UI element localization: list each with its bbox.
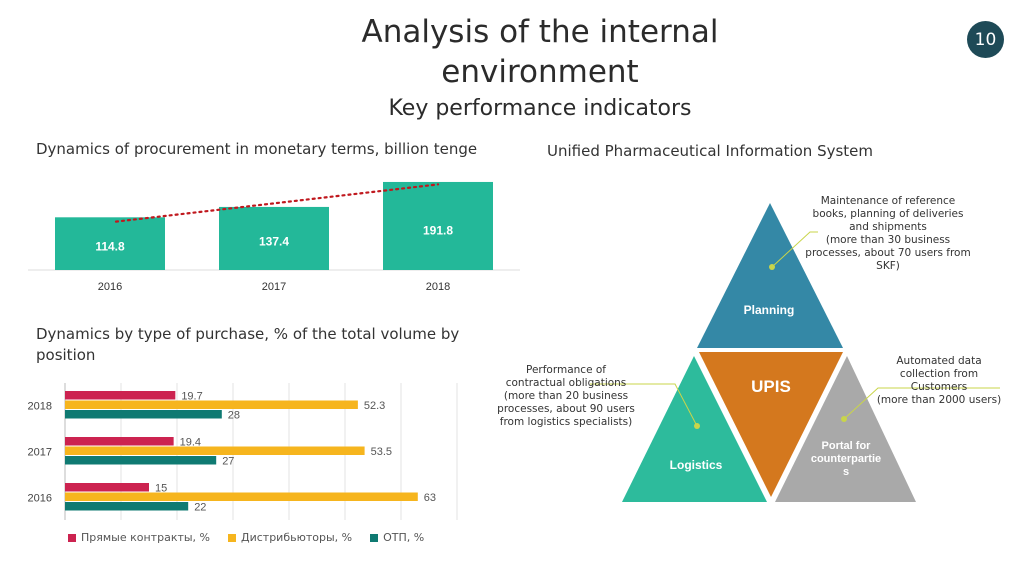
legend-swatch-direct [68, 533, 76, 542]
logistics-label: Logistics [670, 458, 723, 472]
logistics-segment [622, 356, 767, 502]
planning-annotation-line: (more than 30 business [825, 234, 951, 246]
logistics-annotation-line: (more than 20 business [503, 390, 629, 402]
procurement-value-label: 191.8 [423, 223, 453, 237]
procurement-x-tick-label: 2018 [426, 281, 450, 293]
portal-connector [843, 387, 1000, 420]
planning-connector [771, 231, 818, 268]
logistics-annotation-line: contractual obligations [505, 377, 627, 389]
planning-annotation-line: processes, about 70 users from [805, 247, 971, 259]
legend-label-otp: ОТП, % [383, 531, 425, 544]
portal-annotation-line: collection from [899, 368, 979, 380]
portal-label-line-3: s [843, 466, 849, 478]
portal-annotation-line: (more than 2000 users) [876, 394, 1002, 406]
portal-annotation-line: Automated data [896, 355, 982, 367]
logistics-annotation: Performance of contractual obligations (… [494, 364, 638, 429]
planning-annotation-line: and shipments [849, 221, 927, 233]
procurement-x-tick-label: 2016 [98, 281, 122, 293]
procurement-bar [55, 217, 165, 270]
planning-label: Planning [744, 303, 795, 317]
procurement-value-label: 137.4 [259, 235, 289, 249]
logistics-annotation-line: Performance of [526, 364, 606, 376]
slide-subtitle: Key performance indicators [388, 96, 692, 121]
upis-label: Unified Pharmaceutical Information Syste… [547, 142, 874, 160]
legend-label-direct: Прямые контракты, % [81, 531, 210, 544]
planning-connector-dot [769, 264, 775, 270]
portal-annotation-line: Customers [910, 381, 968, 393]
slide-title-block: Analysis of the internal environment Key… [300, 12, 780, 124]
procurement-value-label: 114.8 [95, 239, 125, 253]
slide-title: Analysis of the internal environment [361, 14, 719, 90]
planning-segment [697, 203, 843, 348]
upis-center-segment [699, 352, 843, 497]
portal-segment [775, 356, 916, 502]
legend-swatch-otp [370, 533, 379, 542]
procurement-chart-label: Dynamics of procurement in monetary term… [36, 140, 478, 158]
planning-annotation: Maintenance of reference books, planning… [805, 195, 971, 273]
page-number-badge: 10 [967, 21, 1004, 58]
legend-item-otp: ОТП, % [370, 531, 424, 544]
planning-annotation-line: books, planning of deliveries [812, 208, 964, 220]
logistics-connector-dot [694, 423, 700, 429]
procurement-x-tick-label: 2017 [262, 281, 286, 293]
portal-connector-dot [841, 416, 847, 422]
legend-swatch-distributors [228, 533, 236, 542]
logistics-annotation-line: from logistics specialists) [499, 416, 633, 428]
logistics-connector [590, 383, 698, 427]
purchase-type-chart-label: Dynamics by type of purchase, % of the t… [36, 325, 460, 364]
purchase-type-legend: Прямые контракты, % Дистрибьюторы, % ОТП… [68, 531, 424, 544]
portal-label-line-1: Portal for [822, 440, 872, 452]
logistics-annotation-line: processes, about 90 users [497, 403, 635, 415]
legend-item-distributors: Дистрибьюторы, % [228, 531, 352, 544]
portal-label-line-2: counterpartie [811, 453, 881, 465]
legend-label-distributors: Дистрибьюторы, % [241, 531, 353, 544]
upis-center-label: UPIS [751, 377, 791, 396]
procurement-bar [383, 181, 493, 270]
procurement-trendline [114, 183, 440, 223]
portal-annotation: Automated data collection from Customers… [876, 355, 1002, 407]
planning-annotation-line: Maintenance of reference [820, 195, 956, 207]
planning-annotation-line: SKF) [876, 260, 900, 272]
legend-item-direct: Прямые контракты, % [68, 531, 210, 544]
procurement-bar [219, 206, 329, 270]
